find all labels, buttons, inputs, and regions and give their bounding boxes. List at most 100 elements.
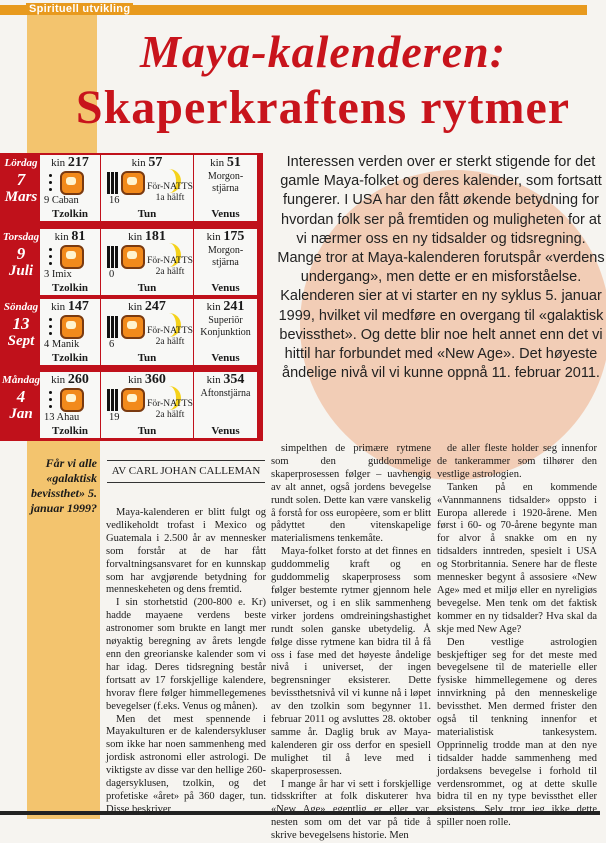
tun-number: 0 — [109, 269, 115, 280]
crescent-moon-icon — [167, 313, 181, 337]
tzolkin-cell: kin 147 4 Manik Tzolkin — [40, 299, 100, 365]
maya-numeral-icon — [107, 172, 118, 194]
moon-phase: För-NATTS 1a hälft — [147, 182, 193, 203]
paragraph: Men det mest spennende i Mayakulturen er… — [106, 713, 266, 815]
tzolkin-label: Tzolkin — [51, 208, 89, 220]
month: Jan — [9, 406, 33, 422]
tun-label: Tun — [137, 208, 157, 220]
calendar-row: Lördag 7 Mars kin 217 9 Caban Tzolkin kin … — [0, 153, 263, 223]
tun-label: Tun — [137, 425, 157, 437]
tun-glyph-icon — [121, 315, 145, 339]
maya-numeral-icon — [46, 316, 56, 338]
title-line-1: Maya-kalenderen: — [139, 26, 507, 77]
tun-cell: kin 247 För-NATTS 2a hälft 6 Tun — [101, 299, 193, 365]
date-label: Lördag 7 Mars — [0, 156, 42, 206]
tun-number: 16 — [109, 195, 120, 206]
tzolkin-cell: kin 81 3 Imix Tzolkin — [40, 229, 100, 295]
weekday: Söndag — [3, 301, 39, 313]
venus-label: Venus — [211, 208, 240, 220]
tun-glyph-icon — [121, 245, 145, 269]
crescent-moon-icon — [167, 169, 181, 193]
article-column-1: Maya-kalenderen er blitt fulgt og vedlik… — [106, 507, 266, 817]
month: Sept — [7, 333, 35, 349]
crescent-moon-icon — [167, 386, 181, 410]
paragraph: Tanken på en kommende «Vannmannens tidsa… — [437, 481, 597, 635]
calendar-row: Söndag 13 Sept kin 147 4 Manik Tzolkin kin… — [0, 297, 263, 367]
moon-phase: För-NATTS 2a hälft — [147, 326, 193, 347]
tun-cell: kin 181 För-NATTS 2a hälft 0 Tun — [101, 229, 193, 295]
byline: AV CARL JOHAN CALLEMAN — [107, 460, 265, 483]
tun-label: Tun — [137, 352, 157, 364]
day-sign: 9 Caban — [44, 195, 79, 206]
day-number: 4 — [16, 387, 26, 406]
venus-cell: kin 175 Morgon-stjärna Venus — [194, 229, 257, 295]
paragraph: Maya-kalenderen er blitt fulgt og vedlik… — [106, 507, 266, 596]
day-number: 13 — [12, 314, 30, 333]
paragraph: simpelthen de primære rytmene som den gu… — [271, 443, 431, 545]
maya-numeral-icon — [46, 172, 56, 194]
paragraph: Maya-folket forsto at det finnes en gudd… — [271, 546, 431, 777]
venus-cell: kin 51 Morgon-stjärna Venus — [194, 155, 257, 221]
kin-number: kin 360 — [128, 372, 166, 387]
tun-cell: kin 360 För-NATTS 2a hälft 19 Tun — [101, 372, 193, 438]
moon-phase: För-NATTS 2a hälft — [147, 256, 193, 277]
maya-numeral-icon — [107, 389, 118, 411]
day-sign-glyph-icon — [60, 388, 84, 412]
tun-label: Tun — [137, 282, 157, 294]
paragraph: Den vestlige astrologien beskjeftiger se… — [437, 636, 597, 829]
tun-number: 6 — [109, 339, 115, 350]
maya-numeral-icon — [46, 389, 56, 411]
venus-cell: kin 354 Aftonstjärna Venus — [194, 372, 257, 438]
day-sign-glyph-icon — [60, 315, 84, 339]
kin-number: kin 175 — [206, 229, 245, 244]
tzolkin-cell: kin 217 9 Caban Tzolkin — [40, 155, 100, 221]
tzolkin-cell: kin 260 13 Ahau Tzolkin — [40, 372, 100, 438]
title-line-2: Skaperkraftens rytmer — [75, 81, 571, 134]
moon-phase: För-NATTS 2a hälft — [147, 399, 193, 420]
day-sign: 3 Imix — [44, 269, 72, 280]
paragraph: I sin storhetstid (200-800 e. Kr) hadde … — [106, 597, 266, 712]
maya-numeral-icon — [107, 246, 118, 268]
kin-number: kin 217 — [51, 155, 89, 170]
month: Mars — [4, 189, 38, 205]
date-label: Måndag 4 Jan — [0, 373, 42, 423]
calendar-row: Måndag 4 Jan kin 260 13 Ahau Tzolkin kin 3… — [0, 370, 263, 440]
maya-numeral-icon — [107, 316, 118, 338]
kin-number: kin 81 — [54, 229, 86, 244]
day-sign-glyph-icon — [60, 245, 84, 269]
section-label: Spirituell utvikling — [26, 3, 134, 15]
decorative-band — [27, 15, 97, 153]
month: Juli — [8, 263, 34, 279]
weekday: Torsdag — [2, 231, 40, 243]
venus-phase: Superiör Konjunktion — [200, 315, 251, 338]
day-number: 9 — [16, 244, 26, 263]
tun-glyph-icon — [121, 171, 145, 195]
day-number: 7 — [16, 170, 26, 189]
kin-number: kin 181 — [128, 229, 166, 244]
decorative-band — [27, 440, 100, 819]
kin-number: kin 247 — [128, 299, 166, 314]
kin-number: kin 51 — [210, 155, 241, 170]
kin-number: kin 354 — [206, 372, 245, 387]
maya-calendar-table: Lördag 7 Mars kin 217 9 Caban Tzolkin kin … — [0, 153, 263, 441]
decorative-circle — [300, 170, 606, 480]
crescent-moon-icon — [167, 243, 181, 267]
day-sign-glyph-icon — [60, 171, 84, 195]
kin-number: kin 260 — [51, 372, 89, 387]
venus-label: Venus — [211, 425, 240, 437]
venus-phase: Aftonstjärna — [200, 388, 251, 399]
venus-cell: kin 241 Superiör Konjunktion Venus — [194, 299, 257, 365]
paragraph: de aller fleste holder seg innenfor de t… — [437, 443, 597, 480]
bottom-rule — [0, 811, 600, 815]
venus-label: Venus — [211, 352, 240, 364]
intro-text: Interessen verden over er sterkt stigend… — [277, 154, 605, 382]
tzolkin-label: Tzolkin — [51, 352, 89, 364]
tun-cell: kin 57 För-NATTS 1a hälft 16 Tun — [101, 155, 193, 221]
date-label: Söndag 13 Sept — [0, 300, 42, 350]
tzolkin-label: Tzolkin — [51, 282, 89, 294]
tun-number: 19 — [109, 412, 120, 423]
article-column-2: simpelthen de primære rytmene som den gu… — [271, 443, 431, 843]
pull-quote: Får vi alle «galaktisk bevissthet» 5. ja… — [30, 456, 97, 515]
tzolkin-label: Tzolkin — [51, 425, 89, 437]
weekday: Lördag — [4, 157, 38, 169]
